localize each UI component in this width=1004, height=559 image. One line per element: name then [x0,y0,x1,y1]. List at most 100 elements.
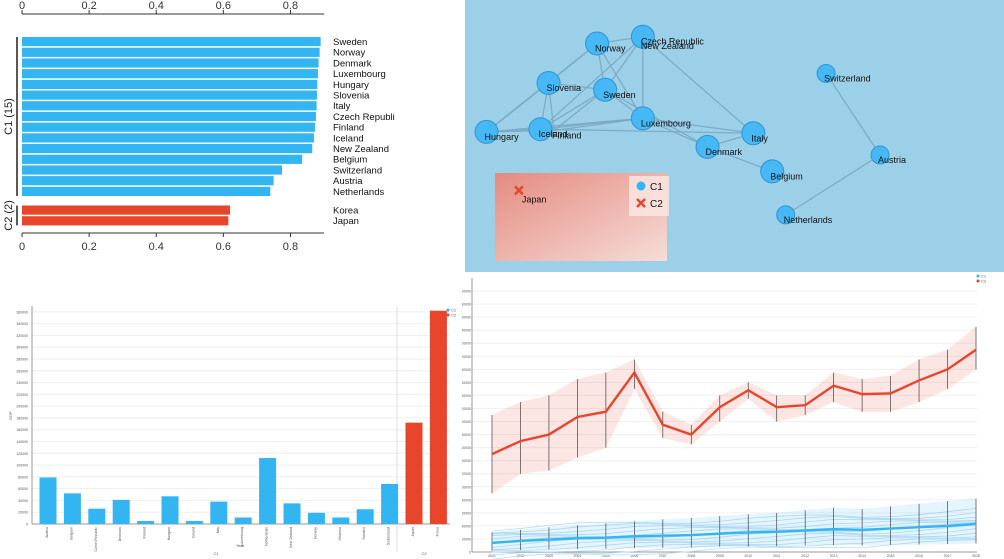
silhouette-plot: 0 0 0.2 0.2 0.4 0.4 0.6 0.6 0.8 0.8 SwedenNorwayDe… [3,0,395,253]
y-tick-label: 80000 [18,475,28,479]
x-tick-label: Hungary [167,527,171,540]
silhouette-bar [22,205,231,215]
line-chart: 0 20000 40000 60000 80000 100000 120000 140000 1… [462,274,987,559]
x-tick-label: Netherlands [265,527,269,546]
y-tick-label: 320000 [462,342,471,346]
silhouette-bar-label: Luxembourg [333,69,386,80]
y-tick-label: 160000 [462,446,471,450]
bar [39,477,57,524]
y-tick-label: 200000 [462,420,471,424]
x-tick-label: 2004 [574,554,582,558]
x-tick-label: Japan [411,527,415,537]
silhouette-bar-label: Slovenia [333,91,370,102]
y-tick-label: 100000 [16,464,28,468]
bottom-tick-label: 0 [19,241,25,253]
network-node [528,117,553,142]
c2-marker [514,185,524,196]
bar [307,512,325,524]
y-tick-label: 280000 [462,368,471,372]
x-tick-label: Korea [435,527,439,536]
y-tick-label: 380000 [462,303,471,307]
y-tick-label: 260000 [462,381,471,385]
top-tick-label: 0.8 [283,0,298,12]
network-node [760,159,785,184]
line-chart-panel: 0 20000 40000 60000 80000 100000 120000 140000 1… [462,272,1004,559]
y-tick-label: 0 [26,523,28,527]
silhouette-bar [22,58,319,68]
c1-member-line [491,516,977,535]
network-node-label: Czech Republic [641,37,705,47]
confidence-band [491,498,977,552]
network-edge [486,82,549,133]
silhouette-bar-label: Czech Republi [333,112,395,123]
y-tick-label: 80000 [462,498,471,502]
legend-label: C2 [451,313,457,318]
network-node [474,119,499,144]
bar [63,493,81,524]
x-tick-label: 2015 [887,554,895,558]
network-edge [540,36,644,130]
x-tick-label: Switzerland [387,527,391,545]
network-node [630,106,655,131]
network-node [593,77,618,102]
network-node [630,24,655,49]
network-node-label: Austria [878,155,906,165]
legend-label: C2 [650,199,663,210]
network-node-label: Norway [595,44,626,54]
silhouette-bar [22,176,274,186]
c2-marker-label: Japan [522,194,547,204]
bar [405,422,423,524]
y-tick-label: 260000 [16,369,28,373]
network-node-label: Hungary [485,132,520,142]
bottom-tick-label: 0.6 [216,241,231,253]
silhouette-bar-label: Austria [333,176,363,187]
network-node [695,134,720,159]
bar [429,310,447,524]
legend-symbol [976,274,980,278]
silhouette-bar [22,90,317,100]
x-tick-label: New Zealand [289,527,293,548]
silhouette-bar-label: Italy [333,101,351,112]
x-tick-label: 2003 [545,554,553,558]
silhouette-bar [22,111,316,122]
x-tick-label: 2010 [744,554,752,558]
network-node [585,31,610,56]
confidence-band [491,326,977,494]
x-tick-label: 2009 [716,554,724,558]
bar [112,499,130,524]
network-edge [540,89,606,130]
silhouette-bar-label: New Zealand [333,144,389,155]
network-node-label: Switzerland [824,73,871,83]
c1-member-line [491,528,977,551]
silhouette-bar-label: Belgium [333,155,367,166]
silhouette-bar-label: Korea [333,206,359,217]
bar [88,508,106,524]
silhouette-bar [22,154,303,164]
bottom-tick-label: 0.2 [81,241,96,253]
top-tick-label: 0.6 [216,0,231,12]
legend-symbol [446,308,450,312]
y-tick-label: 300000 [16,346,28,350]
silhouette-bar-label: Switzerland [333,165,382,176]
x-tick-label: Iceland [191,527,195,538]
x-tick-label: 2012 [801,554,809,558]
network-node-label: Slovenia [547,83,582,93]
y-tick-label: 120000 [462,472,471,476]
c1-member-line [491,521,977,540]
x-tick-label: 2007 [659,554,667,558]
silhouette-bar [22,133,314,143]
y-tick-label: 200000 [16,405,28,409]
silhouette-bar [22,37,321,47]
y-tick-label: 20000 [18,511,28,515]
legend-symbol [446,313,450,317]
bar-chart: 0 20000 40000 60000 80000 100000 120000 140000 1… [8,306,457,556]
x-tick-label: Norway [313,527,317,539]
bottom-tick-label: 0.4 [149,241,164,253]
y-tick-label: 20000 [462,537,471,541]
network-edge [486,117,643,133]
c1-member-line [491,538,977,556]
y-tick-label: 40000 [462,524,471,528]
x-tick-label: 2011 [773,554,781,558]
silhouette-bar-label: Finland [333,123,364,134]
y-tick-label: 340000 [16,322,28,326]
